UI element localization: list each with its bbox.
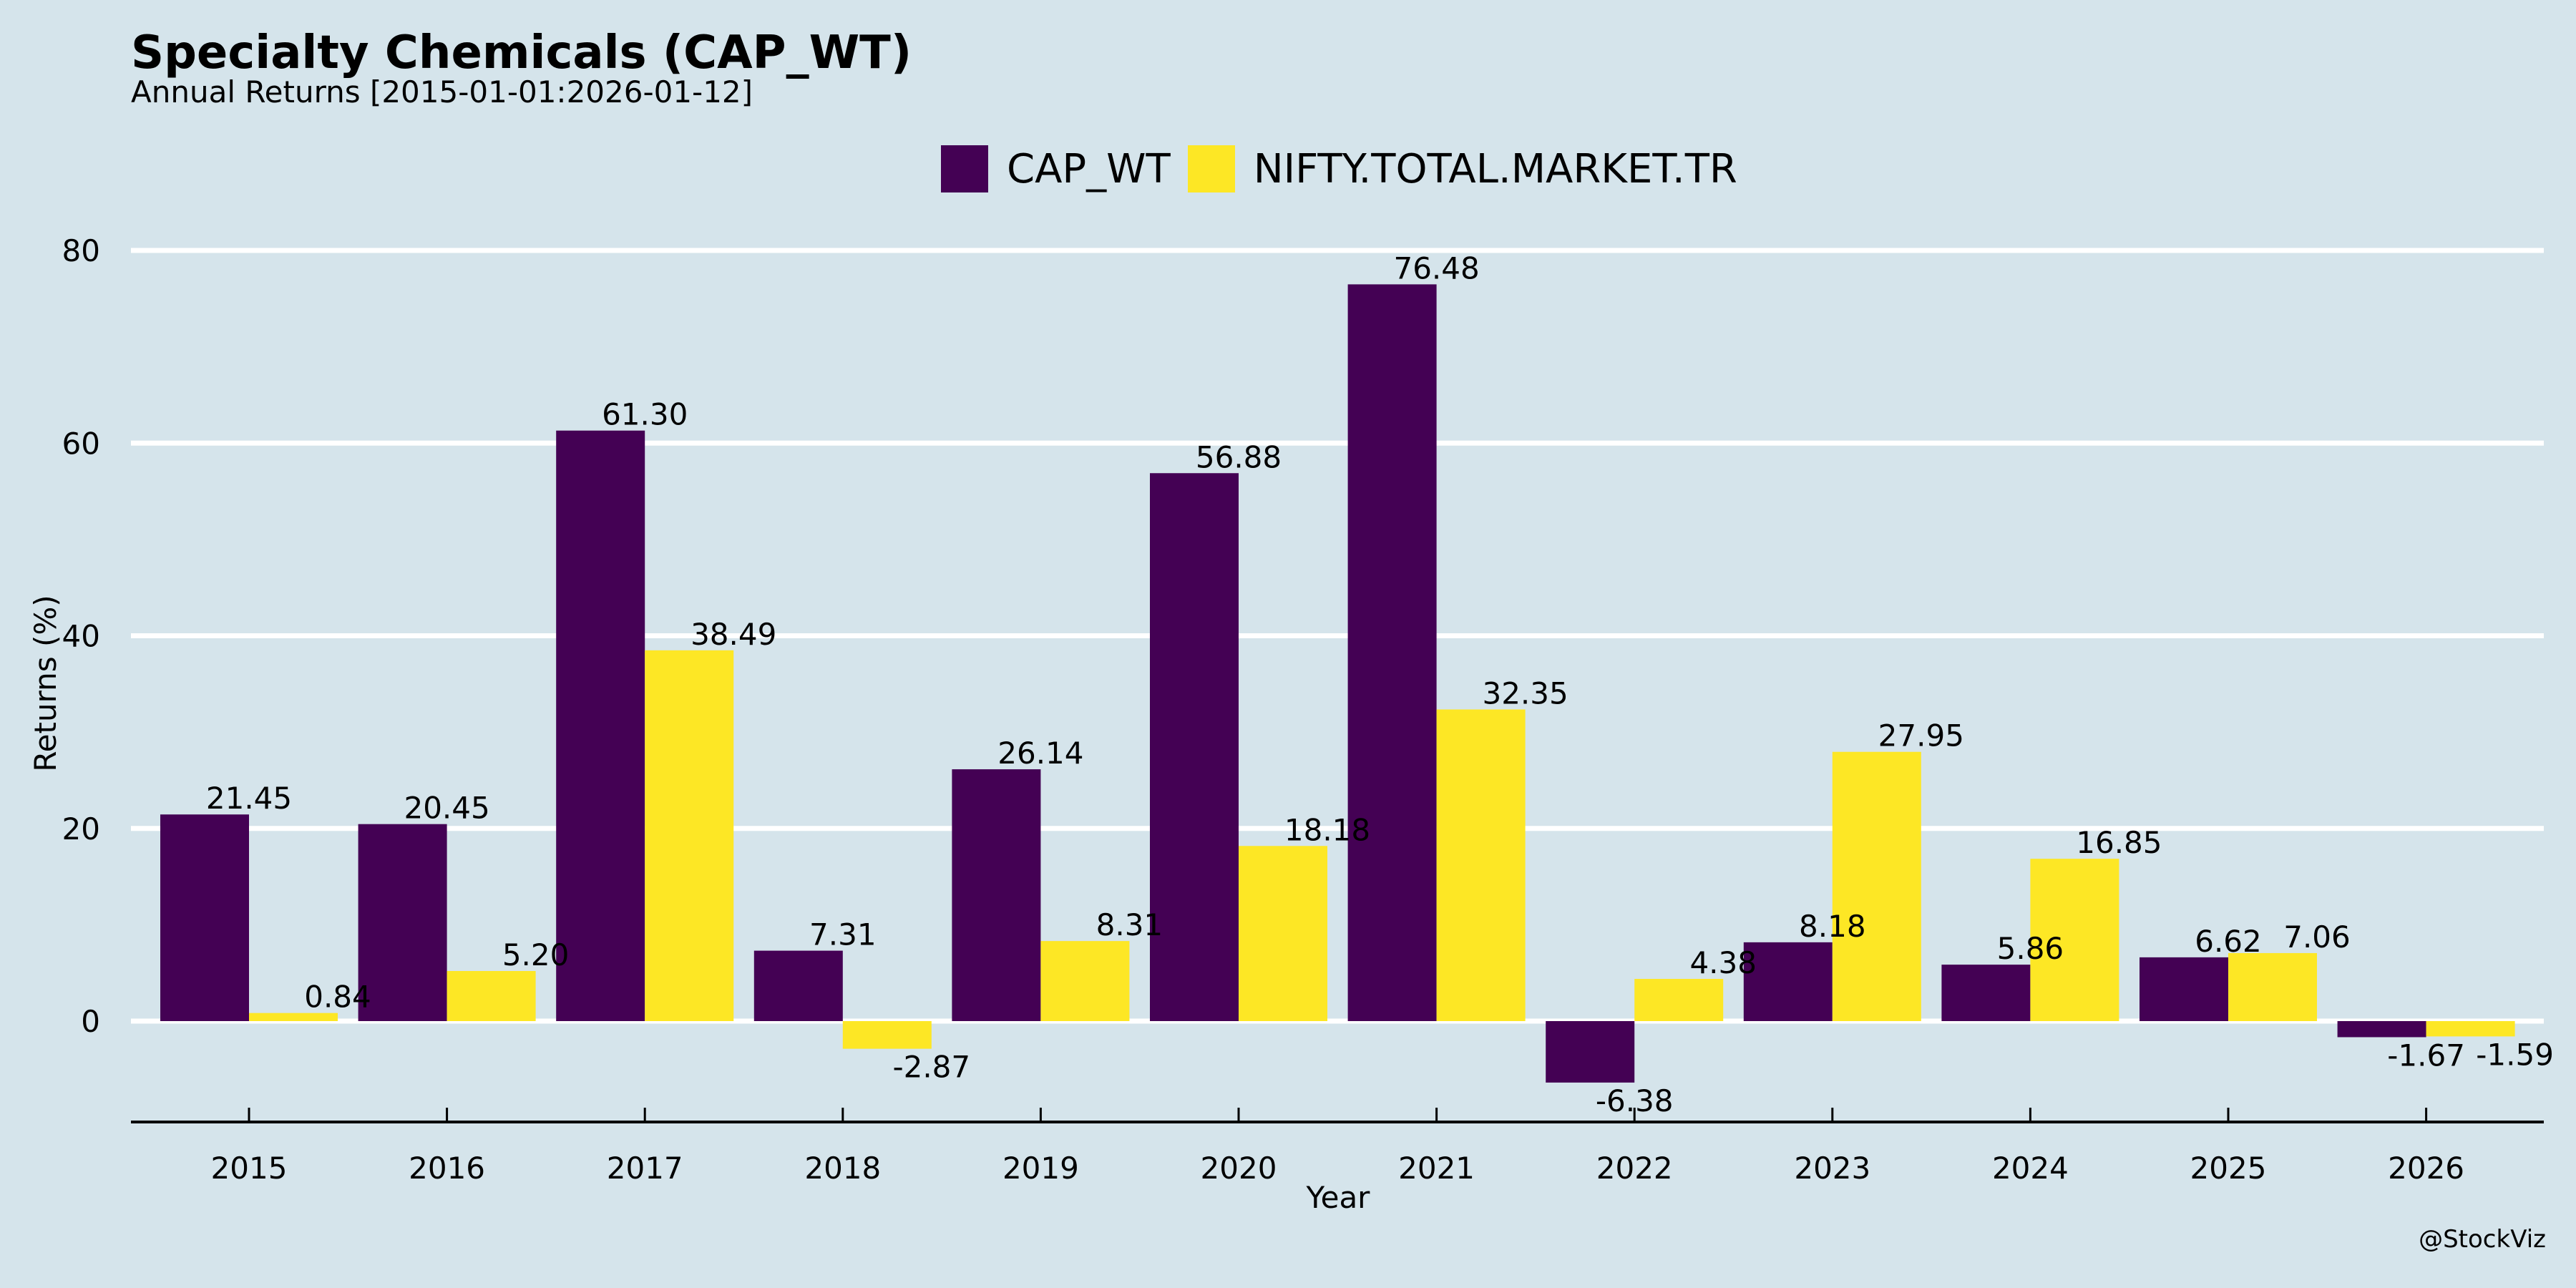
y-axis: 0 20 40 60 80: [62, 233, 100, 1039]
x-tick-label: 2021: [1398, 1151, 1475, 1186]
x-tick-label: 2026: [2388, 1151, 2464, 1186]
x-axis: 2015 2016 2017 2018 2019 2020 2021 2022 2023 2024…: [131, 1108, 2544, 1186]
bar-label-nifty-2017: 38.49: [691, 617, 776, 652]
bar-nifty-2023: [1832, 751, 1921, 1021]
x-tick-label: 2022: [1596, 1151, 1673, 1186]
bar-label-nifty-2024: 16.85: [2076, 825, 2162, 860]
bar-label-nifty-2015: 0.84: [304, 980, 371, 1015]
bar-nifty-2016: [447, 970, 536, 1021]
bar-cap-wt-2016: [358, 824, 447, 1021]
bar-nifty-2015: [249, 1013, 338, 1021]
x-tick-label: 2015: [211, 1151, 288, 1186]
bar-label-nifty-2019: 8.31: [1096, 907, 1163, 942]
watermark: @StockViz: [2419, 1225, 2546, 1254]
bar-labels: 21.45 0.84 20.45 5.20 61.30 38.49 7.31 -2.87 26.…: [206, 250, 2554, 1118]
x-tick-label: 2020: [1201, 1151, 1277, 1186]
bar-cap-wt-2015: [160, 814, 249, 1021]
y-tick-label: 0: [81, 1004, 100, 1039]
y-tick-label: 80: [62, 233, 100, 268]
x-tick-label: 2017: [607, 1151, 683, 1186]
bar-label-cap-wt-2020: 56.88: [1196, 439, 1282, 474]
bars: [160, 284, 2515, 1083]
bar-nifty-2025: [2228, 952, 2317, 1021]
x-tick-label: 2019: [1002, 1151, 1079, 1186]
y-tick-label: 60: [62, 426, 100, 461]
x-tick-label: 2018: [804, 1151, 881, 1186]
bar-nifty-2026: [2426, 1021, 2515, 1037]
x-tick-label: 2025: [2190, 1151, 2267, 1186]
gridlines: [131, 248, 2544, 1024]
bar-cap-wt-2026: [2337, 1021, 2426, 1038]
bar-nifty-2017: [645, 650, 734, 1021]
bar-nifty-2021: [1436, 709, 1526, 1021]
x-tick-label: 2023: [1794, 1151, 1870, 1186]
bar-label-nifty-2023: 27.95: [1878, 718, 1964, 753]
legend-label-nifty: NIFTY.TOTAL.MARKET.TR: [1253, 145, 1737, 192]
bar-cap-wt-2020: [1150, 473, 1239, 1021]
bar-cap-wt-2021: [1347, 284, 1437, 1022]
legend-item-cap-wt: CAP_WT: [941, 145, 1171, 192]
x-tick-label: 2024: [1992, 1151, 2069, 1186]
bar-label-cap-wt-2015: 21.45: [206, 781, 292, 816]
x-tick-label: 2016: [409, 1151, 485, 1186]
bar-label-nifty-2026: -1.59: [2476, 1037, 2554, 1072]
bar-label-nifty-2020: 18.18: [1284, 812, 1370, 847]
x-axis-title: Year: [1306, 1180, 1371, 1215]
bar-label-cap-wt-2025: 6.62: [2195, 924, 2262, 959]
bar-label-nifty-2025: 7.06: [2283, 919, 2351, 955]
bar-nifty-2020: [1239, 846, 1327, 1021]
legend-swatch-nifty: [1187, 145, 1235, 192]
y-tick-label: 40: [62, 619, 100, 654]
legend-item-nifty: NIFTY.TOTAL.MARKET.TR: [1187, 145, 1737, 192]
bar-label-cap-wt-2021: 76.48: [1393, 250, 1479, 286]
bar-label-nifty-2022: 4.38: [1689, 945, 1757, 980]
bar-nifty-2022: [1634, 979, 1724, 1021]
bar-label-cap-wt-2024: 5.86: [1997, 931, 2064, 966]
bar-nifty-2018: [842, 1021, 932, 1049]
bar-nifty-2019: [1040, 941, 1130, 1021]
bar-label-cap-wt-2019: 26.14: [997, 736, 1083, 771]
bar-cap-wt-2022: [1546, 1021, 1635, 1083]
bar-cap-wt-2019: [952, 769, 1041, 1021]
bar-label-cap-wt-2026: -1.67: [2387, 1038, 2465, 1073]
chart-title: Specialty Chemicals (CAP_WT): [131, 26, 912, 79]
bar-label-cap-wt-2017: 61.30: [602, 397, 688, 432]
bar-cap-wt-2025: [2140, 957, 2228, 1021]
bar-cap-wt-2017: [556, 430, 645, 1021]
chart-subtitle: Annual Returns [2015-01-01:2026-01-12]: [131, 74, 753, 109]
legend: CAP_WT NIFTY.TOTAL.MARKET.TR: [941, 145, 1755, 192]
bar-cap-wt-2023: [1743, 942, 1833, 1021]
bar-label-nifty-2018: -2.87: [892, 1050, 970, 1085]
bar-label-nifty-2016: 5.20: [502, 937, 570, 972]
bar-label-cap-wt-2016: 20.45: [404, 791, 489, 826]
bar-label-cap-wt-2018: 7.31: [809, 917, 877, 952]
legend-label-cap-wt: CAP_WT: [1007, 145, 1171, 192]
legend-swatch-cap-wt: [941, 145, 988, 192]
y-tick-label: 20: [62, 811, 100, 847]
bar-label-nifty-2021: 32.35: [1482, 675, 1568, 711]
bar-nifty-2024: [2030, 859, 2119, 1021]
bar-cap-wt-2024: [1941, 965, 2031, 1021]
bar-label-cap-wt-2023: 8.18: [1799, 909, 1866, 944]
y-axis-title: Returns (%): [28, 595, 63, 771]
bar-cap-wt-2018: [753, 950, 843, 1021]
